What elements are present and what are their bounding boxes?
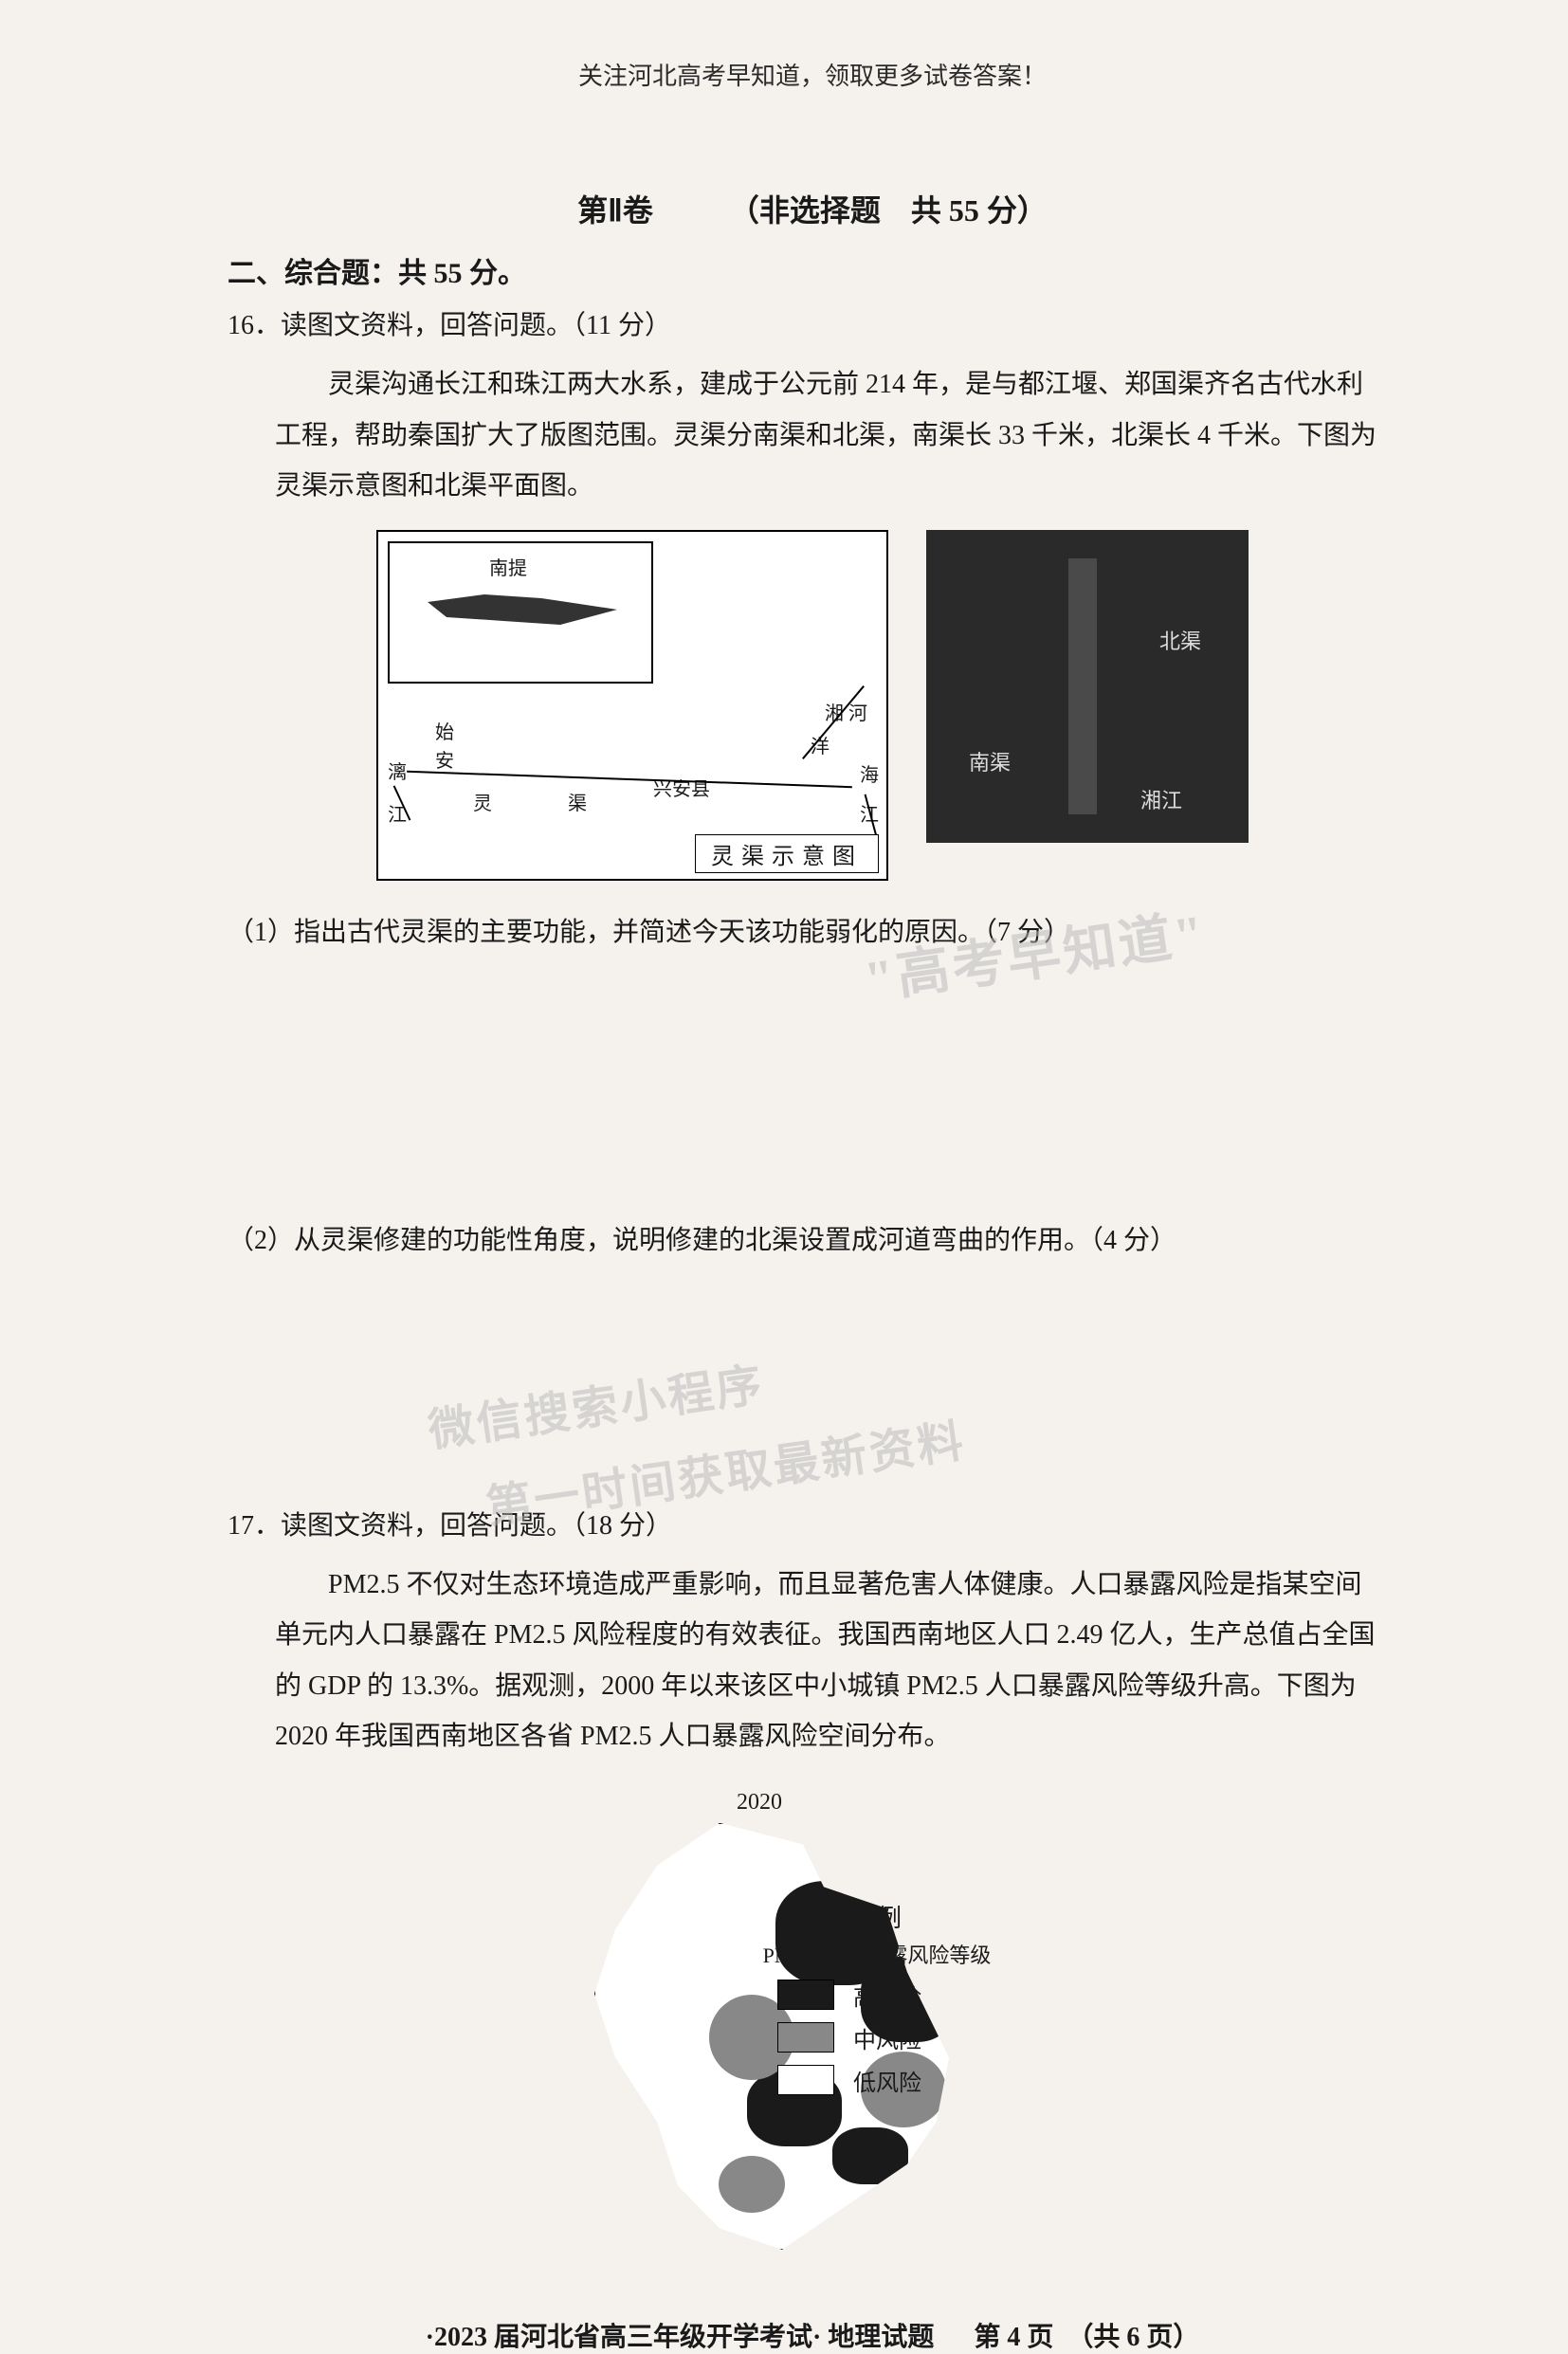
q17-figure: 2020 图例 PM2.5 人口暴露风险等级 bbox=[228, 1776, 1397, 2269]
watermark-area: "高考早知道" bbox=[228, 957, 1397, 1203]
footer-right: 第 4 页 （共 6 页） bbox=[974, 2323, 1199, 2352]
q16-sub1: （1）指出古代灵渠的主要功能，并简述今天该功能弱化的原因。（7 分） bbox=[228, 909, 1397, 957]
legend-label-mid: 中风险 bbox=[853, 2021, 921, 2054]
section-subtitle: 二、综合题：共 55 分。 bbox=[228, 249, 1397, 291]
sat-label-nanqu: 南渠 bbox=[969, 746, 1011, 776]
beiqu-satellite: 北渠 南渠 湘江 bbox=[926, 530, 1249, 843]
footer-left: ·2023 届河北省高三年级开学考试· bbox=[426, 2323, 822, 2352]
footer-mid: 地理试题 bbox=[828, 2323, 934, 2352]
page-footer: ·2023 届河北省高三年级开学考试· 地理试题 第 4 页 （共 6 页） bbox=[228, 2316, 1397, 2354]
legend: 图例 PM2.5 人口暴露风险等级 高风险 中风险 低风险 bbox=[739, 1899, 1014, 2107]
q16-heading: 16．读图文资料，回答问题。（11 分） bbox=[228, 302, 1397, 350]
sat-label-beiqu: 北渠 bbox=[1159, 625, 1201, 655]
legend-swatch-mid bbox=[777, 2022, 834, 2053]
label-jiang1: 江 bbox=[388, 799, 407, 827]
exam-page: 关注河北高考早知道，领取更多试卷答案！ 第Ⅱ卷 （非选择题 共 55 分） 二、… bbox=[0, 0, 1568, 2217]
legend-item-high: 高风险 bbox=[777, 1979, 1014, 2012]
q17-intro: PM2.5 不仅对生态环境造成严重影响，而且显著危害人体健康。人口暴露风险是指某… bbox=[228, 1560, 1397, 1761]
legend-swatch-low bbox=[777, 2065, 834, 2095]
label-qu: 渠 bbox=[568, 788, 587, 815]
map-caption: 灵渠示意图 bbox=[695, 834, 879, 873]
lingqu-map: 南提 漓 江 始 安 灵 渠 兴安县 洋 河 湘 海 江 灵渠示意 bbox=[376, 530, 888, 881]
map-inset: 南提 bbox=[388, 541, 653, 684]
legend-title: 图例 bbox=[739, 1899, 1014, 1934]
question-16: 16．读图文资料，回答问题。（11 分） 灵渠沟通长江和珠江两大水系，建成于公元… bbox=[228, 302, 1397, 1474]
legend-swatch-high bbox=[777, 1980, 834, 2010]
label-xingan: 兴安县 bbox=[653, 774, 710, 801]
label-nanti: 南提 bbox=[489, 553, 527, 580]
watermark-area-2: 微信搜索小程序 第一时间获取最新资料 bbox=[228, 1266, 1397, 1474]
sat-label-xiangjiang: 湘江 bbox=[1140, 784, 1182, 814]
risk-high-4 bbox=[832, 2127, 908, 2184]
q16-intro: 灵渠沟通长江和珠江两大水系，建成于公元前 214 年，是与都江堰、郑国渠齐名古代… bbox=[228, 359, 1397, 511]
risk-mid-3 bbox=[719, 2156, 785, 2213]
sat-channel bbox=[1068, 558, 1097, 814]
section-title: 第Ⅱ卷 （非选择题 共 55 分） bbox=[228, 187, 1397, 230]
label-ling: 灵 bbox=[473, 788, 492, 815]
legend-subtitle: PM2.5 人口暴露风险等级 bbox=[739, 1939, 1014, 1969]
river-line bbox=[407, 771, 852, 788]
section-title-right: （非选择题 共 55 分） bbox=[729, 193, 1048, 228]
section-title-left: 第Ⅱ卷 bbox=[577, 193, 653, 228]
question-17: 17．读图文资料，回答问题。（18 分） PM2.5 不仅对生态环境造成严重影响… bbox=[228, 1503, 1397, 2269]
legend-label-high: 高风险 bbox=[853, 1979, 921, 2012]
legend-label-low: 低风险 bbox=[853, 2064, 921, 2097]
year-label: 2020 bbox=[737, 1790, 782, 1816]
label-an: 安 bbox=[435, 745, 454, 773]
header-note: 关注河北高考早知道，领取更多试卷答案！ bbox=[228, 57, 1397, 92]
q17-heading: 17．读图文资料，回答问题。（18 分） bbox=[228, 1503, 1397, 1550]
inset-shape bbox=[428, 572, 617, 648]
legend-item-mid: 中风险 bbox=[777, 2021, 1014, 2054]
label-shi: 始 bbox=[435, 717, 454, 744]
legend-item-low: 低风险 bbox=[777, 2064, 1014, 2097]
q16-sub2: （2）从灵渠修建的功能性角度，说明修建的北渠设置成河道弯曲的作用。（4 分） bbox=[228, 1217, 1397, 1265]
q16-figures: 南提 漓 江 始 安 灵 渠 兴安县 洋 河 湘 海 江 灵渠示意 bbox=[228, 530, 1397, 881]
label-li: 漓 bbox=[388, 757, 407, 784]
label-hai: 海 bbox=[860, 759, 879, 787]
